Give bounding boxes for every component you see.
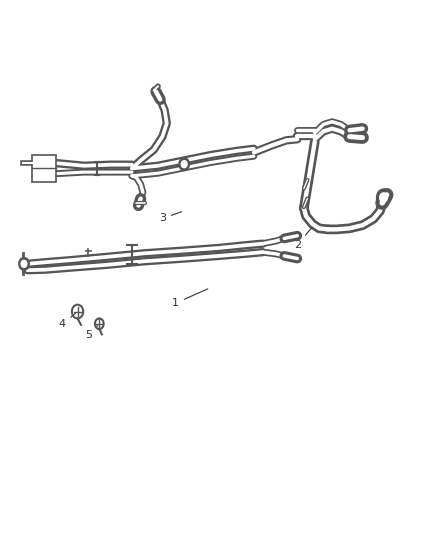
Text: 3: 3 xyxy=(159,212,182,223)
Circle shape xyxy=(21,260,27,268)
Circle shape xyxy=(380,193,387,202)
FancyBboxPatch shape xyxy=(32,155,56,182)
Text: 5: 5 xyxy=(85,326,97,340)
Circle shape xyxy=(181,160,187,168)
Text: 4: 4 xyxy=(59,313,75,329)
Circle shape xyxy=(377,189,391,206)
Text: 1: 1 xyxy=(172,289,208,308)
Circle shape xyxy=(179,158,189,171)
Text: 2: 2 xyxy=(294,226,313,250)
Circle shape xyxy=(19,257,29,270)
